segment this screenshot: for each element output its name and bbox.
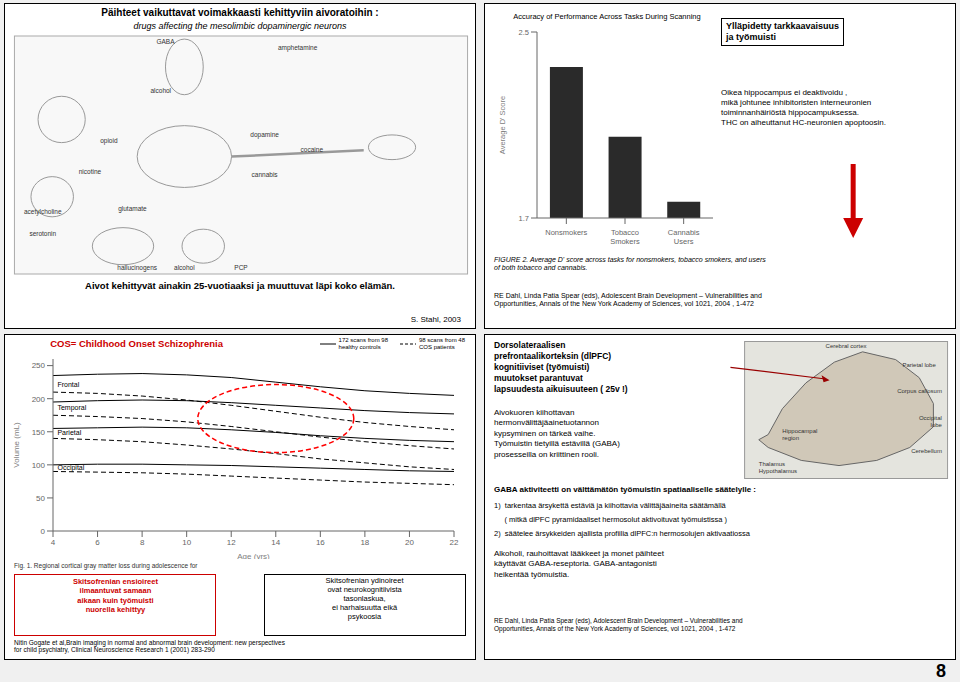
svg-text:1.7: 1.7 [519, 214, 529, 223]
html-text:Dorsolateraalisen prefrontaali: Dorsolateraalisen prefrontaalikorteksin … [494, 340, 628, 395]
svg-text:150: 150 [32, 428, 46, 437]
html-text:Ylläpidetty tarkkaavaisuus ja: Ylläpidetty tarkkaavaisuus ja työmuisti [726, 21, 840, 42]
html-text:98 scans from 48 COS patients: 98 scans from 48 COS patients [419, 337, 465, 350]
html-text:Skitsofrenian ydinoireet ovat: Skitsofrenian ydinoireet ovat neurokogni… [325, 576, 404, 621]
svg-text:hallucinogens: hallucinogens [117, 264, 158, 272]
html-text:Aivot kehittyvät ainakin 25-vu: Aivot kehittyvät ainakin 25-vuotiaaksi j… [85, 280, 395, 291]
html-text:drugs affecting the mesolimbic: drugs affecting the mesolimbic dopaminer… [133, 21, 347, 31]
svg-text:GABA: GABA [156, 38, 175, 45]
html-text:172 scans from 98 healthy cont: 172 scans from 98 healthy controls [338, 337, 388, 350]
svg-text:250: 250 [32, 361, 46, 370]
svg-text:2.5: 2.5 [519, 28, 529, 37]
html-text:Päihteet vaikuttavat voimakkaa: Päihteet vaikuttavat voimakkaasti kehitt… [101, 7, 379, 18]
html-text:Fig. 1. Regional cortical gray: Fig. 1. Regional cortical gray matter lo… [14, 562, 198, 569]
svg-text:8: 8 [140, 538, 145, 547]
svg-text:Hippocampalregion: Hippocampalregion [782, 428, 817, 441]
svg-text:100: 100 [32, 461, 46, 470]
svg-text:Occipitallobe: Occipitallobe [919, 415, 943, 428]
svg-text:Cerebellum: Cerebellum [911, 448, 942, 454]
svg-text:Hypothalamus: Hypothalamus [759, 468, 797, 474]
svg-text:Corpus callosum: Corpus callosum [897, 388, 942, 394]
svg-text:4: 4 [51, 538, 56, 547]
svg-text:nicotine: nicotine [79, 168, 102, 175]
svg-text:18: 18 [360, 538, 369, 547]
html-text:Skitsofrenian ensioireet ilmaa: Skitsofrenian ensioireet ilmaantuvat sam… [72, 577, 158, 615]
svg-text:TobaccoSmokers: TobaccoSmokers [610, 228, 640, 244]
svg-text:Thalamus: Thalamus [759, 461, 785, 467]
svg-text:6: 6 [95, 538, 100, 547]
svg-text:200: 200 [32, 395, 46, 404]
svg-text:Occipital: Occipital [57, 464, 84, 472]
svg-text:cocaine: cocaine [301, 146, 324, 153]
html-text:RE Dahl, Linda Patia Spear (ed: RE Dahl, Linda Patia Spear (eds), Adoles… [494, 617, 743, 632]
svg-text:opioid: opioid [100, 137, 118, 145]
svg-text:20: 20 [405, 538, 414, 547]
html-text:FIGURE 2. Average D' score acr: FIGURE 2. Average D' score across tasks … [494, 256, 766, 272]
svg-text:Parietal lobe: Parietal lobe [902, 362, 936, 368]
html-text:1) tarkentaa ärsykettä estäviä: 1) tarkentaa ärsykettä estäviä ja kiihot… [494, 501, 726, 510]
html-text:( mitkä dlPFC pyramidaaliset h: ( mitkä dlPFC pyramidaaliset hermosolut … [494, 515, 727, 524]
svg-text:Cerebral cortex: Cerebral cortex [826, 343, 867, 349]
svg-text:50: 50 [36, 494, 45, 503]
html-text:GABA aktiviteetti on välttämät: GABA aktiviteetti on välttämätön työmuis… [494, 485, 756, 494]
svg-text:14: 14 [271, 538, 280, 547]
html-text:Nitin Gogate et al,Brain imagi: Nitin Gogate et al,Brain imaging in norm… [14, 639, 285, 654]
svg-text:22: 22 [450, 538, 459, 547]
svg-text:Average D' Score: Average D' Score [498, 96, 507, 154]
svg-text:Temporal: Temporal [57, 404, 86, 412]
html-text:8: 8 [936, 661, 946, 681]
svg-text:Frontal: Frontal [57, 381, 79, 388]
svg-text:12: 12 [227, 538, 236, 547]
svg-text:alcohol: alcohol [150, 87, 171, 94]
html-text:Accuracy of Performance Across: Accuracy of Performance Across Tasks Dur… [513, 12, 701, 21]
svg-text:dopamine: dopamine [250, 131, 279, 139]
html-text:Aivokuoren kiihottavan hermonv: Aivokuoren kiihottavan hermonvälittäjäai… [494, 408, 620, 459]
svg-text:CannabisUsers: CannabisUsers [668, 228, 700, 244]
svg-text:amphetamine: amphetamine [278, 44, 318, 52]
svg-text:0: 0 [41, 527, 46, 536]
svg-text:Parietal: Parietal [57, 429, 81, 436]
html-text:RE Dahl, Linda Patia Spear (ed: RE Dahl, Linda Patia Spear (eds), Adoles… [494, 292, 762, 308]
html-text:2) säätelee ärsykkeiden ajalli: 2) säätelee ärsykkeiden ajallista profii… [494, 529, 750, 538]
html-text:COS= Childhood Onset Schizophr: COS= Childhood Onset Schizophrenia [50, 338, 223, 349]
svg-text:Volume (mL): Volume (mL) [12, 422, 21, 468]
svg-text:10: 10 [182, 538, 191, 547]
html-text:Oikea hippocampus ei deaktivoi: Oikea hippocampus ei deaktivoidu , mikä … [721, 88, 886, 127]
svg-text:glutamate: glutamate [118, 205, 147, 213]
svg-text:acetylcholine: acetylcholine [24, 208, 62, 216]
svg-text:cannabis: cannabis [252, 171, 279, 178]
svg-text:PCP: PCP [234, 264, 247, 271]
svg-text:Nonsmokers: Nonsmokers [545, 228, 587, 237]
svg-text:Age (yrs): Age (yrs) [237, 552, 270, 559]
html-text:Alkoholi, rauhoittavat lääkkee: Alkoholi, rauhoittavat lääkkeet ja monet… [494, 549, 664, 579]
svg-text:alcohol: alcohol [174, 264, 195, 271]
svg-text:serotonin: serotonin [29, 230, 56, 237]
html-text:S. Stahl, 2003: S. Stahl, 2003 [410, 315, 461, 324]
svg-text:16: 16 [316, 538, 325, 547]
